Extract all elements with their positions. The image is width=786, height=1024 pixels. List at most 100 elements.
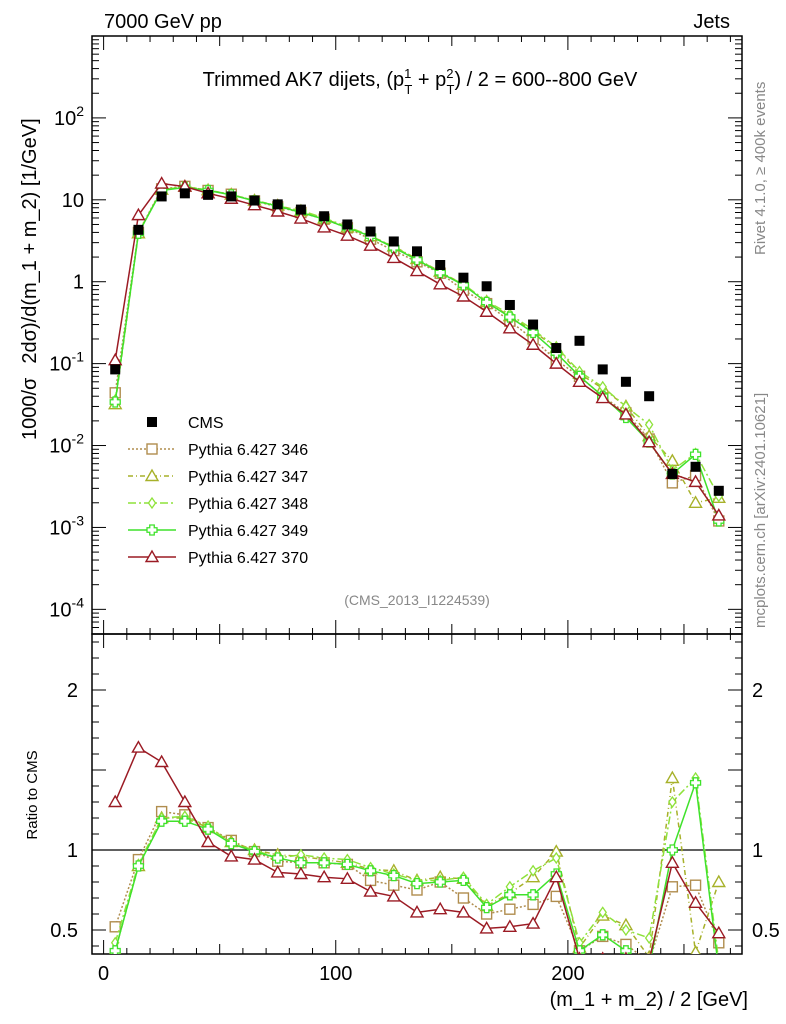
ratio-series: [108, 740, 726, 972]
p348-series-ratio-point: [644, 931, 654, 945]
legend-marker-p349: [146, 524, 158, 536]
p349-series-point: [109, 396, 121, 408]
p370-series-ratio-point: [247, 852, 262, 865]
x-tick-label: 0: [98, 963, 109, 985]
p370-series-ratio-point: [549, 869, 564, 883]
ratio-tick-label: 2: [67, 680, 78, 702]
cms-data-point: [365, 226, 376, 237]
p349-series-ratio-point: [341, 858, 354, 871]
p347-series-ratio-point: [646, 949, 652, 954]
p370-series-point: [479, 304, 494, 317]
y-tick-label: 10-2: [49, 431, 84, 458]
p347-series-ratio-line: [114, 777, 720, 954]
legend-label-p346: Pythia 6.427 346: [188, 442, 308, 459]
x-tick-label: 100: [319, 963, 352, 985]
y-tick-label: 10-4: [49, 594, 84, 621]
p346-series-ratio-point: [527, 898, 539, 911]
p370-series-ratio-point: [601, 951, 605, 954]
y-tick-label: 10-3: [49, 512, 84, 539]
p348-series-ratio-point: [528, 864, 538, 877]
cms-data-point: [435, 260, 446, 271]
y-axis-label: 1000/σ2dσ)/d(m_1 + m_2) [1/GeV]: [19, 118, 41, 440]
p370-series-ratio-point: [502, 919, 518, 932]
p349-series-point: [434, 267, 446, 279]
legend-marker-p346: [146, 443, 158, 455]
p346-series-ratio-point: [388, 879, 400, 891]
p370-series-ratio-point: [624, 951, 628, 954]
p349-series-ratio-point: [364, 865, 377, 877]
cms-data-point: [272, 199, 283, 210]
p370-series-ratio-point: [108, 794, 123, 808]
p349-series-point: [480, 296, 493, 308]
p370-series-ratio-point: [665, 855, 680, 868]
legend-marker-p348: [147, 496, 157, 510]
p370-series-ratio-point: [270, 864, 285, 878]
p370-series-ratio-point: [224, 848, 239, 862]
p349-series-ratio-point: [457, 874, 470, 887]
p349-series-ratio-point: [434, 876, 446, 888]
ratio-tick-label: 0.5: [50, 920, 78, 942]
cms-data-point: [644, 391, 655, 402]
p370-series-point: [688, 474, 703, 488]
p370-series-ratio-point: [363, 884, 378, 897]
cms-data-point: [574, 335, 585, 346]
legend-marker-p370: [144, 549, 160, 563]
cms-data-point: [249, 195, 260, 206]
p370-series-point: [618, 406, 634, 420]
p349-series-ratio-point: [666, 844, 679, 856]
cms-data-point: [528, 319, 539, 330]
legend-label-p347: Pythia 6.427 347: [188, 469, 308, 486]
ratio-tick-label-right: 2: [752, 680, 763, 702]
p349-series-ratio-point: [644, 962, 654, 972]
p349-series-ratio-point: [318, 857, 330, 869]
p346-series-ratio-point: [364, 874, 377, 887]
p349-series-ratio-point: [225, 837, 237, 850]
p349-series-point: [504, 311, 516, 323]
main-panel-frame: [91, 35, 743, 635]
ratio-tick-label-right: 0.5: [752, 920, 780, 942]
p370-series-point: [711, 508, 726, 521]
p370-series-ratio-point: [154, 754, 169, 768]
p370-series-ratio-point: [131, 740, 146, 753]
p349-series-ratio-point: [620, 945, 632, 954]
ratio-panel-frame: [91, 633, 743, 955]
main-axis-ticks: 10-4 10-3 10-2 10-1 1 10 102: [49, 36, 742, 635]
p346-series-ratio-point: [689, 879, 702, 891]
x-tick-label: 200: [551, 963, 584, 985]
p370-series-ratio-point: [340, 871, 355, 884]
header-right-label: Jets: [693, 11, 730, 33]
ratio-axis-ticks: 0 100 200 0.5 0.5 1 1 2 2: [50, 634, 780, 985]
p370-series-ratio-point: [386, 888, 401, 902]
cms-data-point: [203, 189, 214, 200]
p349-series-ratio-point: [480, 901, 493, 914]
p349-series-ratio-point: [109, 945, 121, 954]
p370-series-ratio-point: [648, 952, 650, 954]
p370-series-point: [456, 289, 471, 302]
p370-series-point: [525, 337, 541, 350]
p349-series-ratio-point: [132, 860, 145, 872]
p349-series-ratio-point: [689, 777, 702, 789]
p370-series-ratio-point: [316, 869, 332, 883]
p370-series-point: [433, 276, 448, 290]
p370-series-ratio-point: [688, 895, 703, 908]
p370-series-ratio-point: [409, 904, 425, 918]
p349-series-ratio-point: [597, 929, 609, 941]
p370-series-point: [131, 207, 146, 221]
p349-series-ratio-point: [179, 815, 191, 827]
ratio-y-axis-label: Ratio to CMS: [24, 750, 41, 839]
p370-series-point: [572, 374, 587, 387]
p348-series-ratio-point: [598, 906, 608, 919]
cms-data-point: [458, 272, 469, 283]
p349-series-ratio-point: [504, 889, 516, 901]
p349-series-point: [527, 326, 539, 339]
cms-data-point: [342, 219, 353, 230]
p370-series-point: [154, 176, 169, 189]
p349-series-ratio-point: [411, 877, 423, 890]
p347-series-ratio-point: [690, 944, 701, 954]
ratio-tick-label: 1: [67, 840, 78, 862]
y-tick-label: 1: [73, 272, 84, 294]
p370-series-ratio-point: [433, 901, 448, 915]
p370-series-point: [363, 238, 378, 251]
cms-data-point: [713, 485, 724, 496]
